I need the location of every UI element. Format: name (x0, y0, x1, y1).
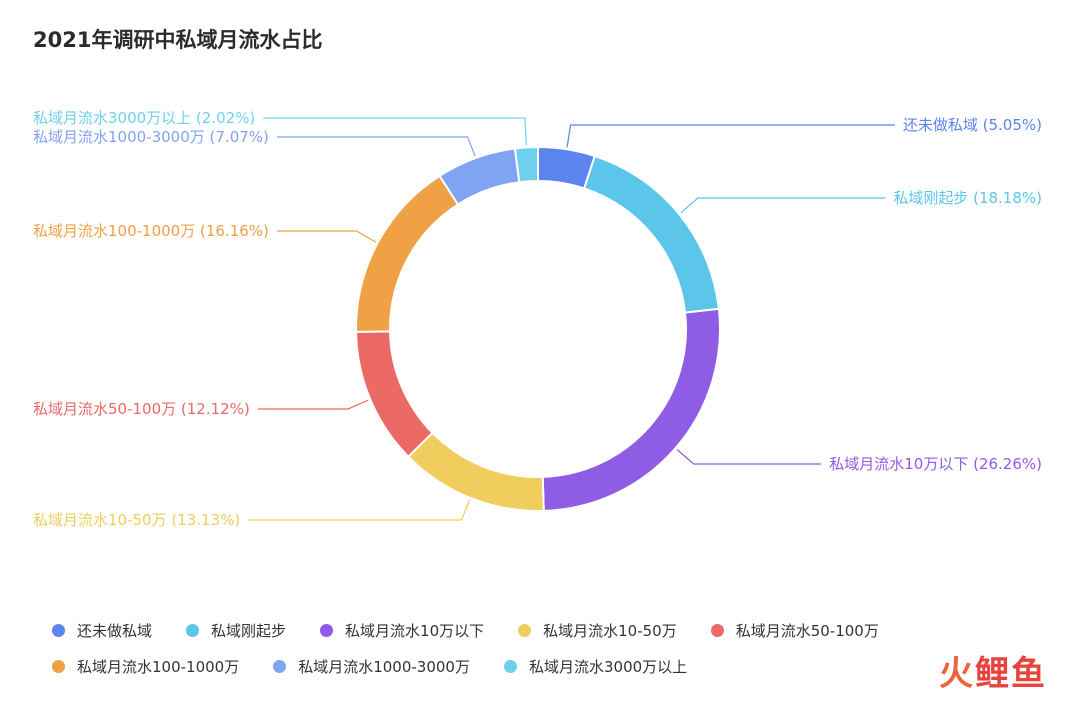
leader-line (680, 197, 886, 214)
legend-dot-icon (503, 659, 517, 673)
legend-item[interactable]: 私域月流水10-50万 (518, 620, 677, 641)
legend-label: 私域月流水100-1000万 (77, 657, 240, 676)
legend-item[interactable]: 私域月流水3000万以上 (503, 656, 688, 677)
legend-label: 私域月流水3000万以上 (528, 657, 688, 676)
legend-dot-icon (52, 659, 65, 673)
donut-slice (541, 307, 721, 512)
donut-slice (355, 330, 434, 459)
legend-dot-icon (518, 623, 532, 637)
watermark-logo: 火鲤鱼 (939, 654, 1047, 694)
leader-line (566, 124, 895, 148)
legend-row: 还未做私域 私域刚起步 私域月流水10万以下 私域月流水10-50万 私域月流水50-1… (52, 612, 1042, 648)
leader-lines (248, 117, 895, 521)
leader-line (276, 136, 476, 157)
legend-item[interactable]: 私域月流水100-1000万 (52, 656, 239, 677)
donut-chart: 还未做私域 (5.05%) 私域刚起步 (18.18%) 私域月流水10万以下 (2… (33, 109, 1042, 529)
slice-label: 私域月流水1000-3000万 (7.07%) (33, 128, 269, 146)
legend-label: 私域刚起步 (211, 621, 287, 640)
donut-slices (355, 145, 721, 512)
donut-slice (438, 147, 521, 206)
legend-dot-icon (273, 659, 287, 673)
donut-slice (355, 174, 460, 333)
slice-label: 私域月流水10万以下 (26.26%) (829, 455, 1042, 473)
donut-slice (406, 431, 545, 512)
leader-line (263, 117, 527, 146)
slice-label: 私域月流水3000万以上 (2.02%) (33, 109, 255, 127)
chart-legend: 还未做私域 私域刚起步 私域月流水10万以下 私域月流水10-50万 私域月流水50-1… (52, 612, 1042, 684)
donut-slice (513, 145, 539, 184)
legend-dot-icon (186, 623, 200, 637)
legend-dot-icon (320, 623, 334, 637)
donut-slice (582, 154, 720, 314)
slice-label: 私域刚起步 (18.18%) (893, 189, 1042, 207)
legend-item[interactable]: 私域月流水10万以下 (320, 620, 484, 641)
slice-label: 私域月流水100-1000万 (16.16%) (33, 222, 269, 240)
legend-item[interactable]: 私域刚起步 (186, 620, 286, 641)
legend-item[interactable]: 还未做私域 (52, 620, 152, 641)
legend-label: 私域月流水1000-3000万 (298, 657, 470, 676)
chart-title: 2021年调研中私域月流水占比 (33, 28, 323, 52)
legend-label: 私域月流水10-50万 (543, 621, 677, 640)
legend-label: 私域月流水10万以下 (345, 621, 485, 640)
legend-dot-icon (52, 623, 65, 637)
leader-line (257, 399, 369, 410)
legend-item[interactable]: 私域月流水50-100万 (710, 620, 879, 641)
slice-labels: 还未做私域 (5.05%) 私域刚起步 (18.18%) 私域月流水10万以下 (2… (33, 109, 1042, 529)
slice-label: 还未做私域 (5.05%) (903, 116, 1042, 134)
leader-line (676, 449, 822, 465)
legend-label: 私域月流水50-100万 (735, 621, 879, 640)
slice-label: 私域月流水50-100万 (12.12%) (33, 400, 250, 418)
legend-row: 私域月流水100-1000万 私域月流水1000-3000万 私域月流水3000万以… (52, 648, 1042, 684)
legend-label: 还未做私域 (77, 621, 153, 640)
legend-dot-icon (710, 623, 724, 637)
legend-item[interactable]: 私域月流水1000-3000万 (273, 656, 470, 677)
slice-label: 私域月流水10-50万 (13.13%) (33, 511, 240, 529)
leader-line (248, 499, 471, 521)
leader-line (276, 230, 377, 243)
